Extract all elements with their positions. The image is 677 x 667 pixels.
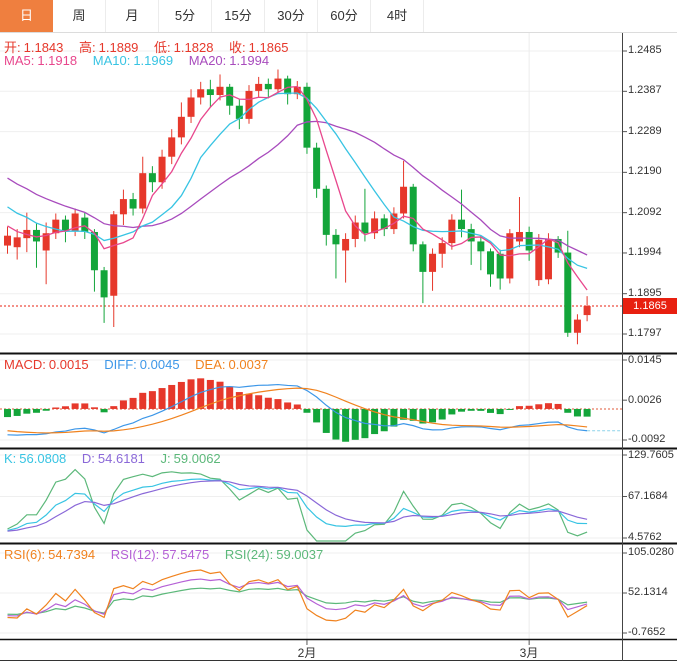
open-value: 1.1843 [23, 40, 64, 55]
d-label: D: [81, 451, 95, 466]
high-label: 高: [79, 40, 96, 55]
macd-axis-label: -0.0092 [628, 433, 666, 445]
macd-axis-label: 0.0026 [628, 394, 662, 406]
time-axis-label: 2月 [297, 646, 317, 660]
rsi-axis-label: 105.0280 [628, 546, 674, 558]
rsi-legend: RSI(6): 54.7394 RSI(12): 57.5475 RSI(24): 5… [4, 547, 335, 562]
j-value: 59.0062 [173, 451, 221, 466]
tab-month[interactable]: 月 [106, 0, 159, 32]
timeframe-tabbar: 日 周 月 5分 15分 30分 60分 4时 [0, 0, 677, 33]
kdj-axis-label: 129.7605 [628, 449, 674, 461]
diff-value: 0.0045 [139, 357, 180, 372]
price-axis-label: 1.1994 [628, 246, 662, 258]
low-label: 低: [154, 40, 171, 55]
kdj-legend: K: 56.0808 D: 54.6181 J: 59.0062 [4, 451, 233, 466]
rsi6-label: RSI(6): [4, 547, 46, 562]
kdj-axis-label: 67.1684 [628, 490, 668, 502]
macd-legend: MACD: 0.0015 DIFF: 0.0045 DEA: 0.0037 [4, 357, 280, 372]
tab-30min[interactable]: 30分 [265, 0, 318, 32]
price-axis-label: 1.2485 [628, 44, 662, 56]
last-price-badge: 1.1865 [623, 298, 677, 314]
dea-value: 0.0037 [228, 357, 269, 372]
tab-60min[interactable]: 60分 [318, 0, 371, 32]
ma5-value: 1.1918 [37, 53, 78, 68]
price-axis-label: 1.2092 [628, 206, 662, 218]
low-value: 1.1828 [173, 40, 214, 55]
tab-4hour[interactable]: 4时 [371, 0, 424, 32]
close-label: 收: [229, 40, 246, 55]
price-axis-label: 1.2190 [628, 165, 662, 177]
rsi6-value: 54.7394 [48, 547, 96, 562]
rsi12-label: RSI(12): [110, 547, 160, 562]
j-label: J: [160, 451, 171, 466]
tab-15min[interactable]: 15分 [212, 0, 265, 32]
ma10-value: 1.1969 [133, 53, 174, 68]
rsi24-value: 59.0037 [276, 547, 324, 562]
dea-label: DEA: [195, 357, 226, 372]
k-value: 56.0808 [19, 451, 67, 466]
tab-week[interactable]: 周 [53, 0, 106, 32]
rsi12-value: 57.5475 [162, 547, 210, 562]
k-label: K: [4, 451, 17, 466]
kdj-axis-label: 4.5762 [628, 531, 662, 543]
diff-label: DIFF: [104, 357, 137, 372]
rsi-axis-label: 52.1314 [628, 586, 668, 598]
macd-axis-label: 0.0145 [628, 354, 662, 366]
rsi-axis-label: -0.7652 [628, 626, 666, 638]
price-axis-label: 1.2289 [628, 125, 662, 137]
rsi24-label: RSI(24): [224, 547, 274, 562]
macd-label: MACD: [4, 357, 46, 372]
tab-day[interactable]: 日 [0, 0, 53, 32]
ma20-value: 1.1994 [229, 53, 270, 68]
tab-5min[interactable]: 5分 [159, 0, 212, 32]
high-value: 1.1889 [98, 40, 139, 55]
close-value: 1.1865 [248, 40, 289, 55]
ohlc-readout: 开: 1.1843 高: 1.1889 低: 1.1828 收: 1.1865 [4, 37, 300, 56]
time-axis-label: 3月 [519, 646, 539, 660]
d-value: 54.6181 [97, 451, 145, 466]
macd-value: 0.0015 [48, 357, 89, 372]
ma-legend: MA5: 1.1918 MA10: 1.1969 MA20: 1.1994 [4, 53, 281, 68]
price-axis-label: 1.1797 [628, 327, 662, 339]
price-axis-label: 1.1895 [628, 287, 662, 299]
ma10-label: MA10: [92, 53, 131, 68]
open-label: 开: [4, 40, 21, 55]
price-axis [622, 32, 677, 661]
price-axis-label: 1.2387 [628, 84, 662, 96]
ma20-label: MA20: [188, 53, 227, 68]
ma5-label: MA5: [4, 53, 35, 68]
